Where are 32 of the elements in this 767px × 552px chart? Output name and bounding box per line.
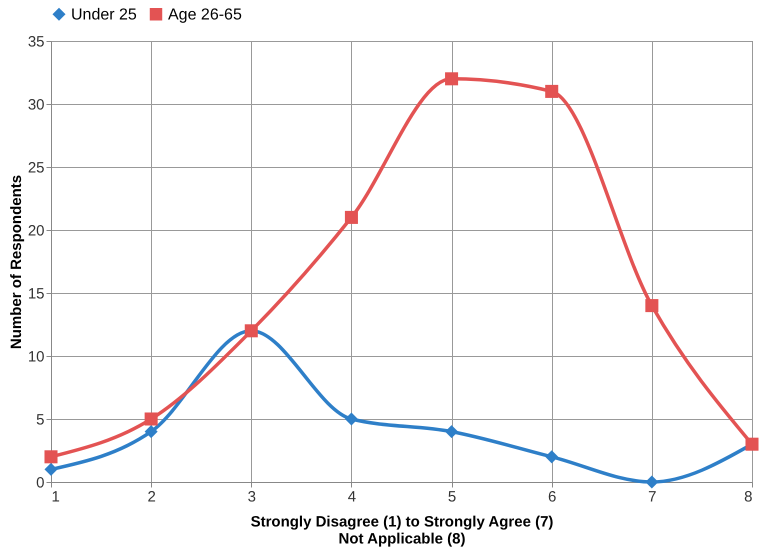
y-tick-label: 15 <box>28 286 44 302</box>
x-tick-label: 7 <box>648 488 657 506</box>
x-tick-label: 8 <box>744 488 752 506</box>
x-tick-label: 5 <box>448 488 456 506</box>
x-tick-label: 1 <box>52 488 60 506</box>
point <box>144 412 158 426</box>
point <box>344 210 358 224</box>
y-tick-label: 5 <box>36 412 44 428</box>
x-tick-label: 3 <box>248 488 256 506</box>
y-tick-label: 30 <box>28 96 44 114</box>
y-tick-label: 25 <box>28 160 44 176</box>
y-axis-title: Number of Respondents <box>8 174 25 350</box>
y-tick-label: 20 <box>28 222 44 240</box>
x-axis-title: Strongly Disagree (1) to Strongly Agree (7) Not Applicable (8) <box>250 514 554 548</box>
point <box>645 475 658 489</box>
point <box>545 450 558 464</box>
point <box>44 462 58 476</box>
point <box>44 450 58 464</box>
y-tick-label: 0 <box>36 474 44 492</box>
legend-label: Age 26-65 <box>168 6 242 24</box>
y-tick-label: 10 <box>28 348 44 366</box>
point <box>545 84 558 98</box>
point <box>445 425 458 438</box>
point <box>445 72 458 86</box>
point <box>144 425 158 438</box>
point <box>645 299 658 312</box>
y-tick-label: 35 <box>28 34 44 50</box>
legend-label: Under 25 <box>71 6 137 24</box>
x-tick-label: 4 <box>348 488 356 506</box>
point <box>344 412 358 426</box>
x-tick-label: 2 <box>147 488 156 506</box>
x-tick-label: 6 <box>548 488 556 506</box>
